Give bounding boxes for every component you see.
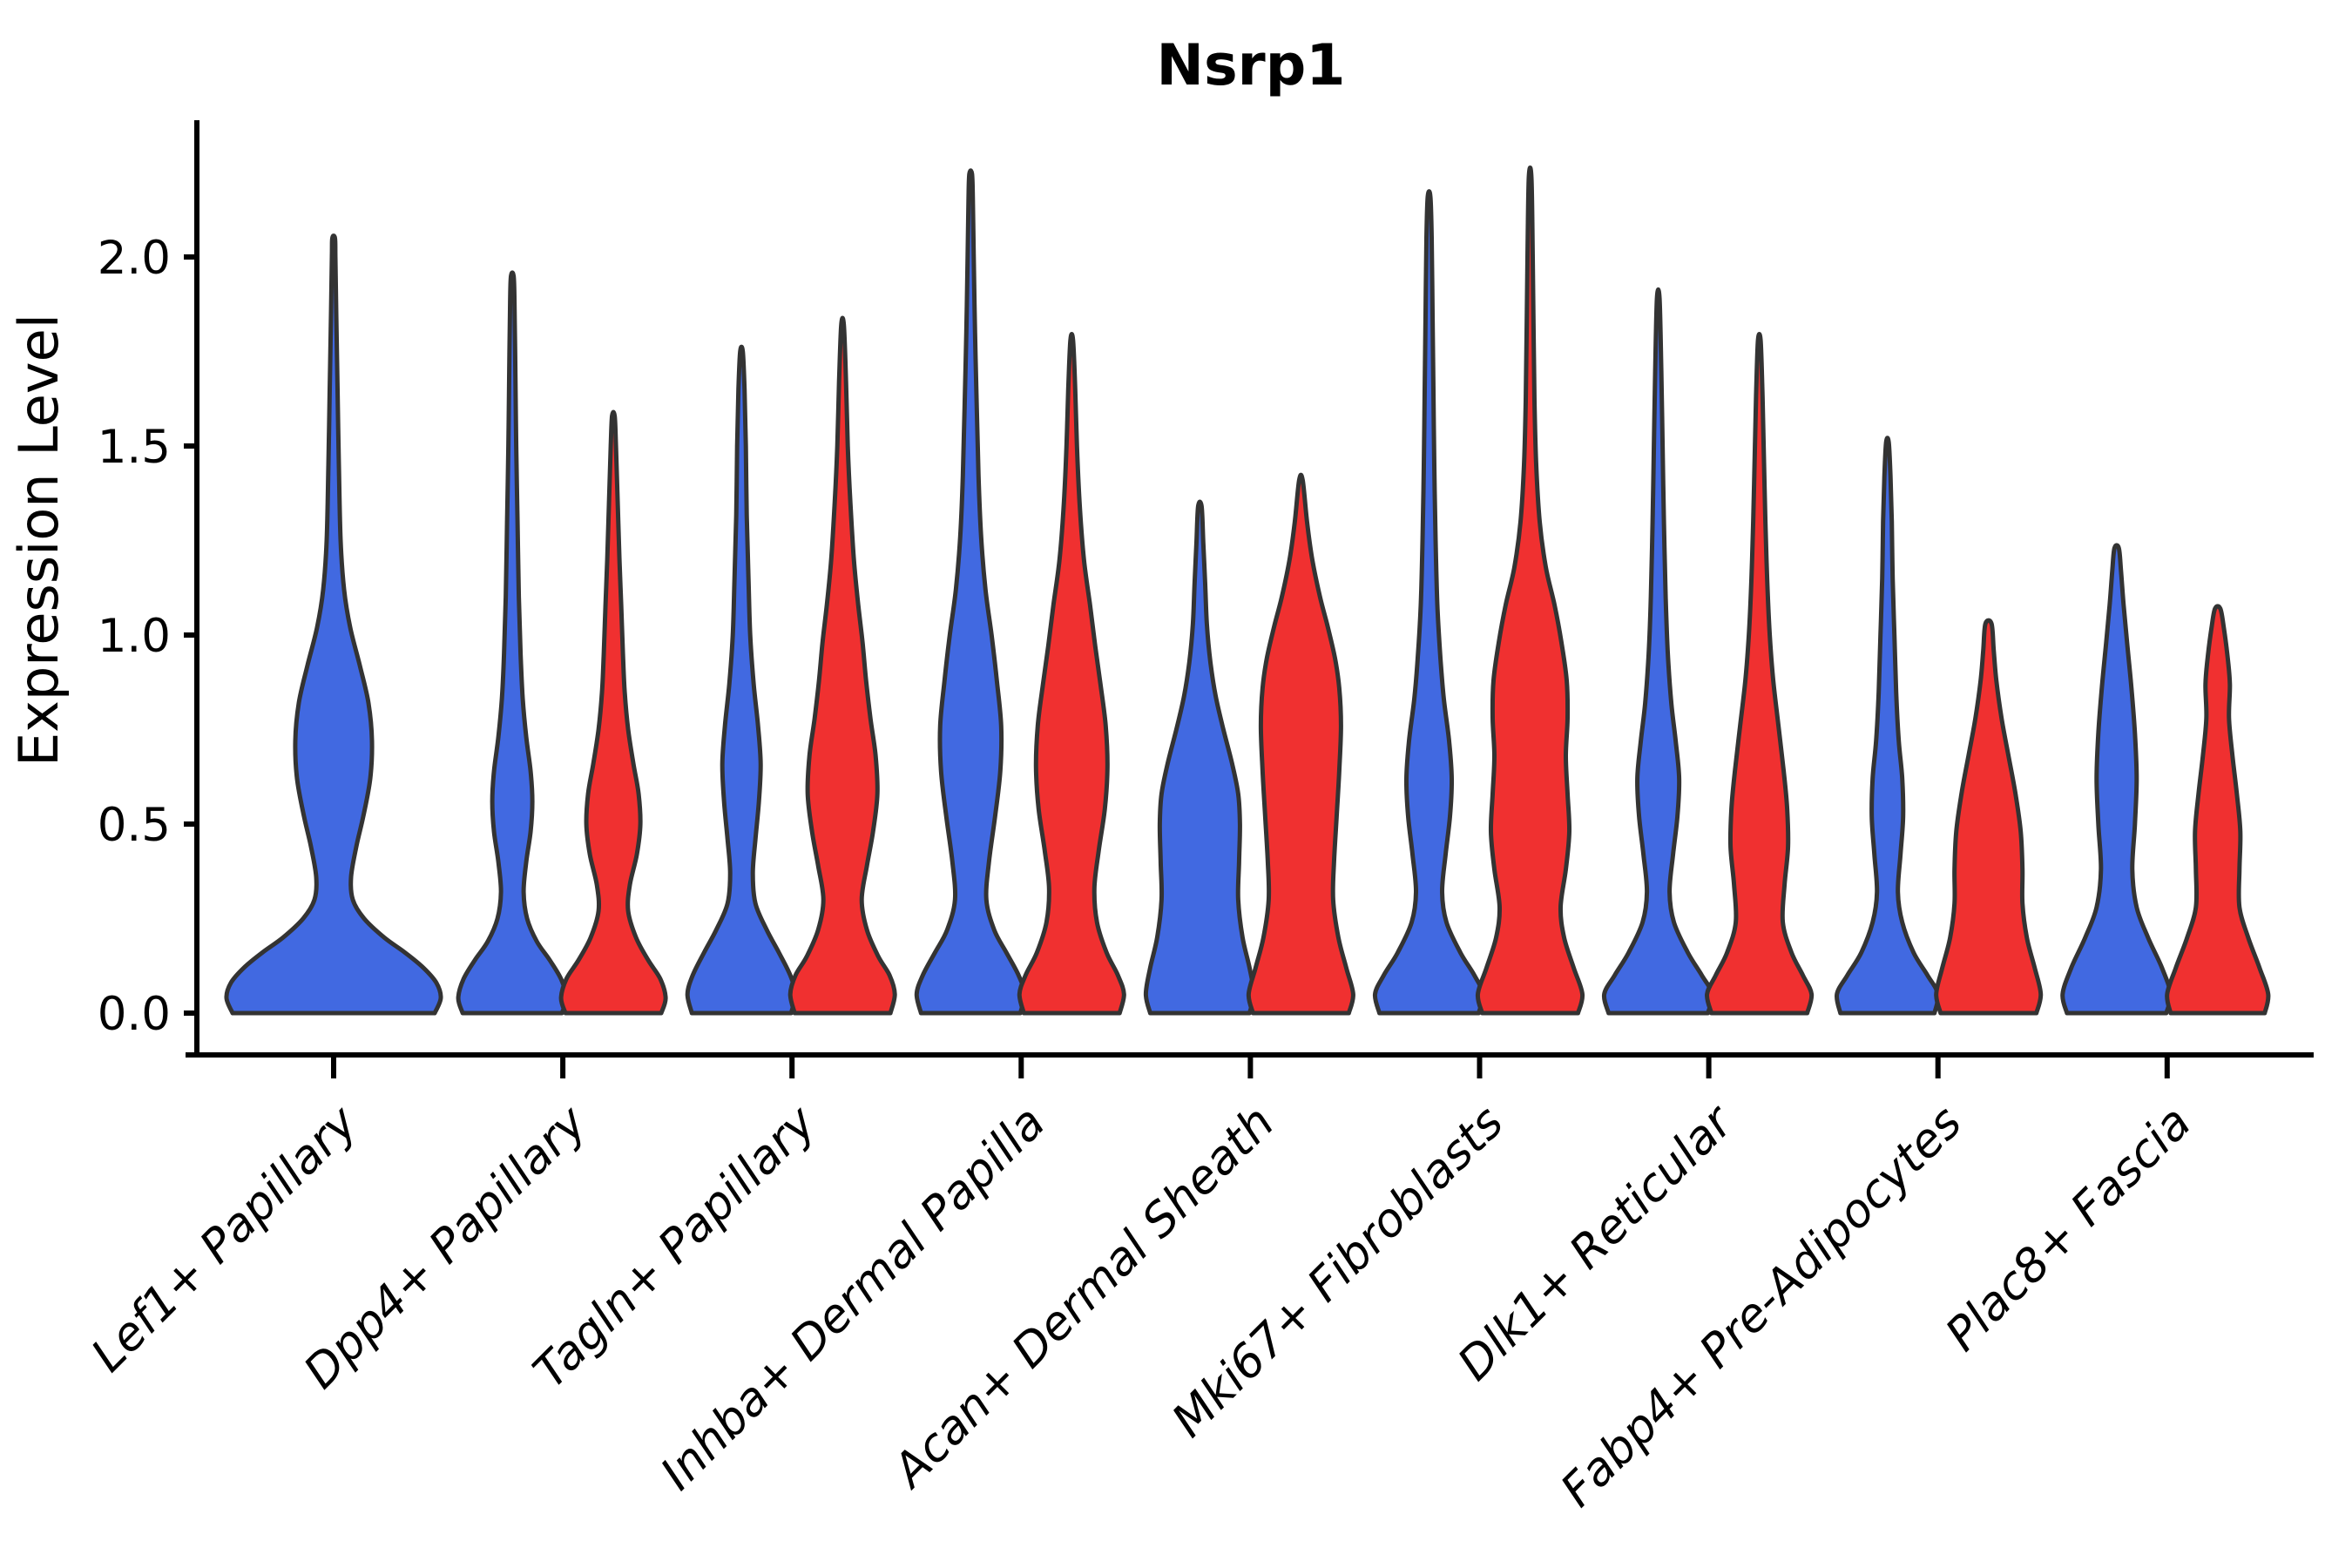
- x-tick-label-fabp4-pre-adipocytes: Fabp4+ Pre-Adipocytes: [1551, 1096, 1972, 1517]
- violin-blue-tagln-papillary: [685, 344, 798, 1016]
- violins-layer: [224, 166, 2271, 1016]
- y-tick-label: 2.0: [98, 232, 171, 285]
- violin-blue-dlk1-reticular: [1601, 287, 1715, 1016]
- x-tick-label-plac8-fascia: Plac8+ Fascia: [1936, 1096, 2201, 1362]
- y-tick-label: 0.0: [98, 988, 171, 1041]
- violin-blue-plac8-fascia: [2060, 543, 2173, 1016]
- violin-blue-lef1-papillary: [224, 233, 443, 1016]
- y-tick-label: 1.5: [98, 421, 171, 474]
- y-axis-ticks: 0.0 0.5 1.0 1.5 2.0: [98, 232, 197, 1041]
- violin-red-dpp4-papillary: [558, 409, 668, 1016]
- violin-blue-mki67-fibroblasts: [1372, 189, 1486, 1016]
- violin-blue-inhba-dermal-papilla: [914, 168, 1027, 1016]
- x-tick-label-inhba-dermal-papilla: Inhba+ Dermal Papilla: [651, 1096, 1055, 1500]
- violin-blue-acan-dermal-sheath: [1143, 499, 1256, 1016]
- plot-title: Nsrp1: [1157, 33, 1346, 98]
- y-tick-label: 0.5: [98, 799, 171, 852]
- violin-red-fabp4-pre-adipocytes: [1934, 618, 2044, 1016]
- y-axis-label: Expression Level: [7, 314, 71, 767]
- violin-red-tagln-papillary: [787, 315, 897, 1016]
- violin-red-dlk1-reticular: [1705, 331, 1815, 1016]
- y-tick-label: 1.0: [98, 610, 171, 663]
- violin-red-plac8-fascia: [2165, 604, 2271, 1016]
- x-tick-label-acan-dermal-sheath: Acan+ Dermal Sheath: [882, 1096, 1285, 1499]
- violin-red-inhba-dermal-papilla: [1017, 331, 1126, 1016]
- violin-red-mki67-fibroblasts: [1475, 166, 1585, 1016]
- violin-blue-fabp4-pre-adipocytes: [1834, 436, 1941, 1016]
- violin-blue-dpp4-papillary: [456, 270, 569, 1016]
- violin-red-acan-dermal-sheath: [1246, 472, 1355, 1016]
